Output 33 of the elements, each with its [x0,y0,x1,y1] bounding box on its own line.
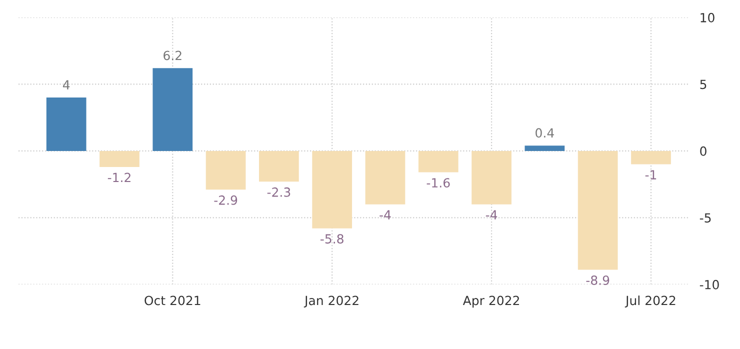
bar [312,150,352,228]
bar [578,150,618,270]
data-label: -1.6 [426,178,450,188]
bar [365,150,406,204]
data-label: -1.2 [108,172,130,182]
x-tick-label: Apr 2022 [462,296,519,308]
bar [418,150,458,172]
data-label: -2.3 [267,187,290,197]
data-label: 6.2 [164,50,182,60]
data-label: 0.4 [536,128,554,138]
y-tick-label: 10 [700,12,714,22]
x-tick-label: Jul 2022 [624,296,676,308]
data-label: -4 [486,210,498,220]
bar [631,150,671,164]
bar [152,68,193,151]
y-tick-label: -10 [700,280,719,290]
data-label: -1 [645,170,656,180]
bar [472,150,512,204]
y-tick-label: -5 [700,213,711,223]
bar [46,98,86,151]
bar [259,150,299,182]
x-tick-label: Jan 2022 [304,296,358,308]
data-label: -2.9 [214,195,238,205]
x-tick-label: Oct 2021 [144,296,200,306]
y-tick-label: 0 [700,146,706,156]
y-tick-label: 5 [700,80,706,90]
data-label: -4 [380,210,391,220]
data-label: 4 [62,80,70,90]
bar [524,146,565,151]
data-label: -5.8 [320,234,344,244]
bar [206,150,246,190]
data-label: -8.9 [586,276,610,285]
bar [100,150,140,167]
